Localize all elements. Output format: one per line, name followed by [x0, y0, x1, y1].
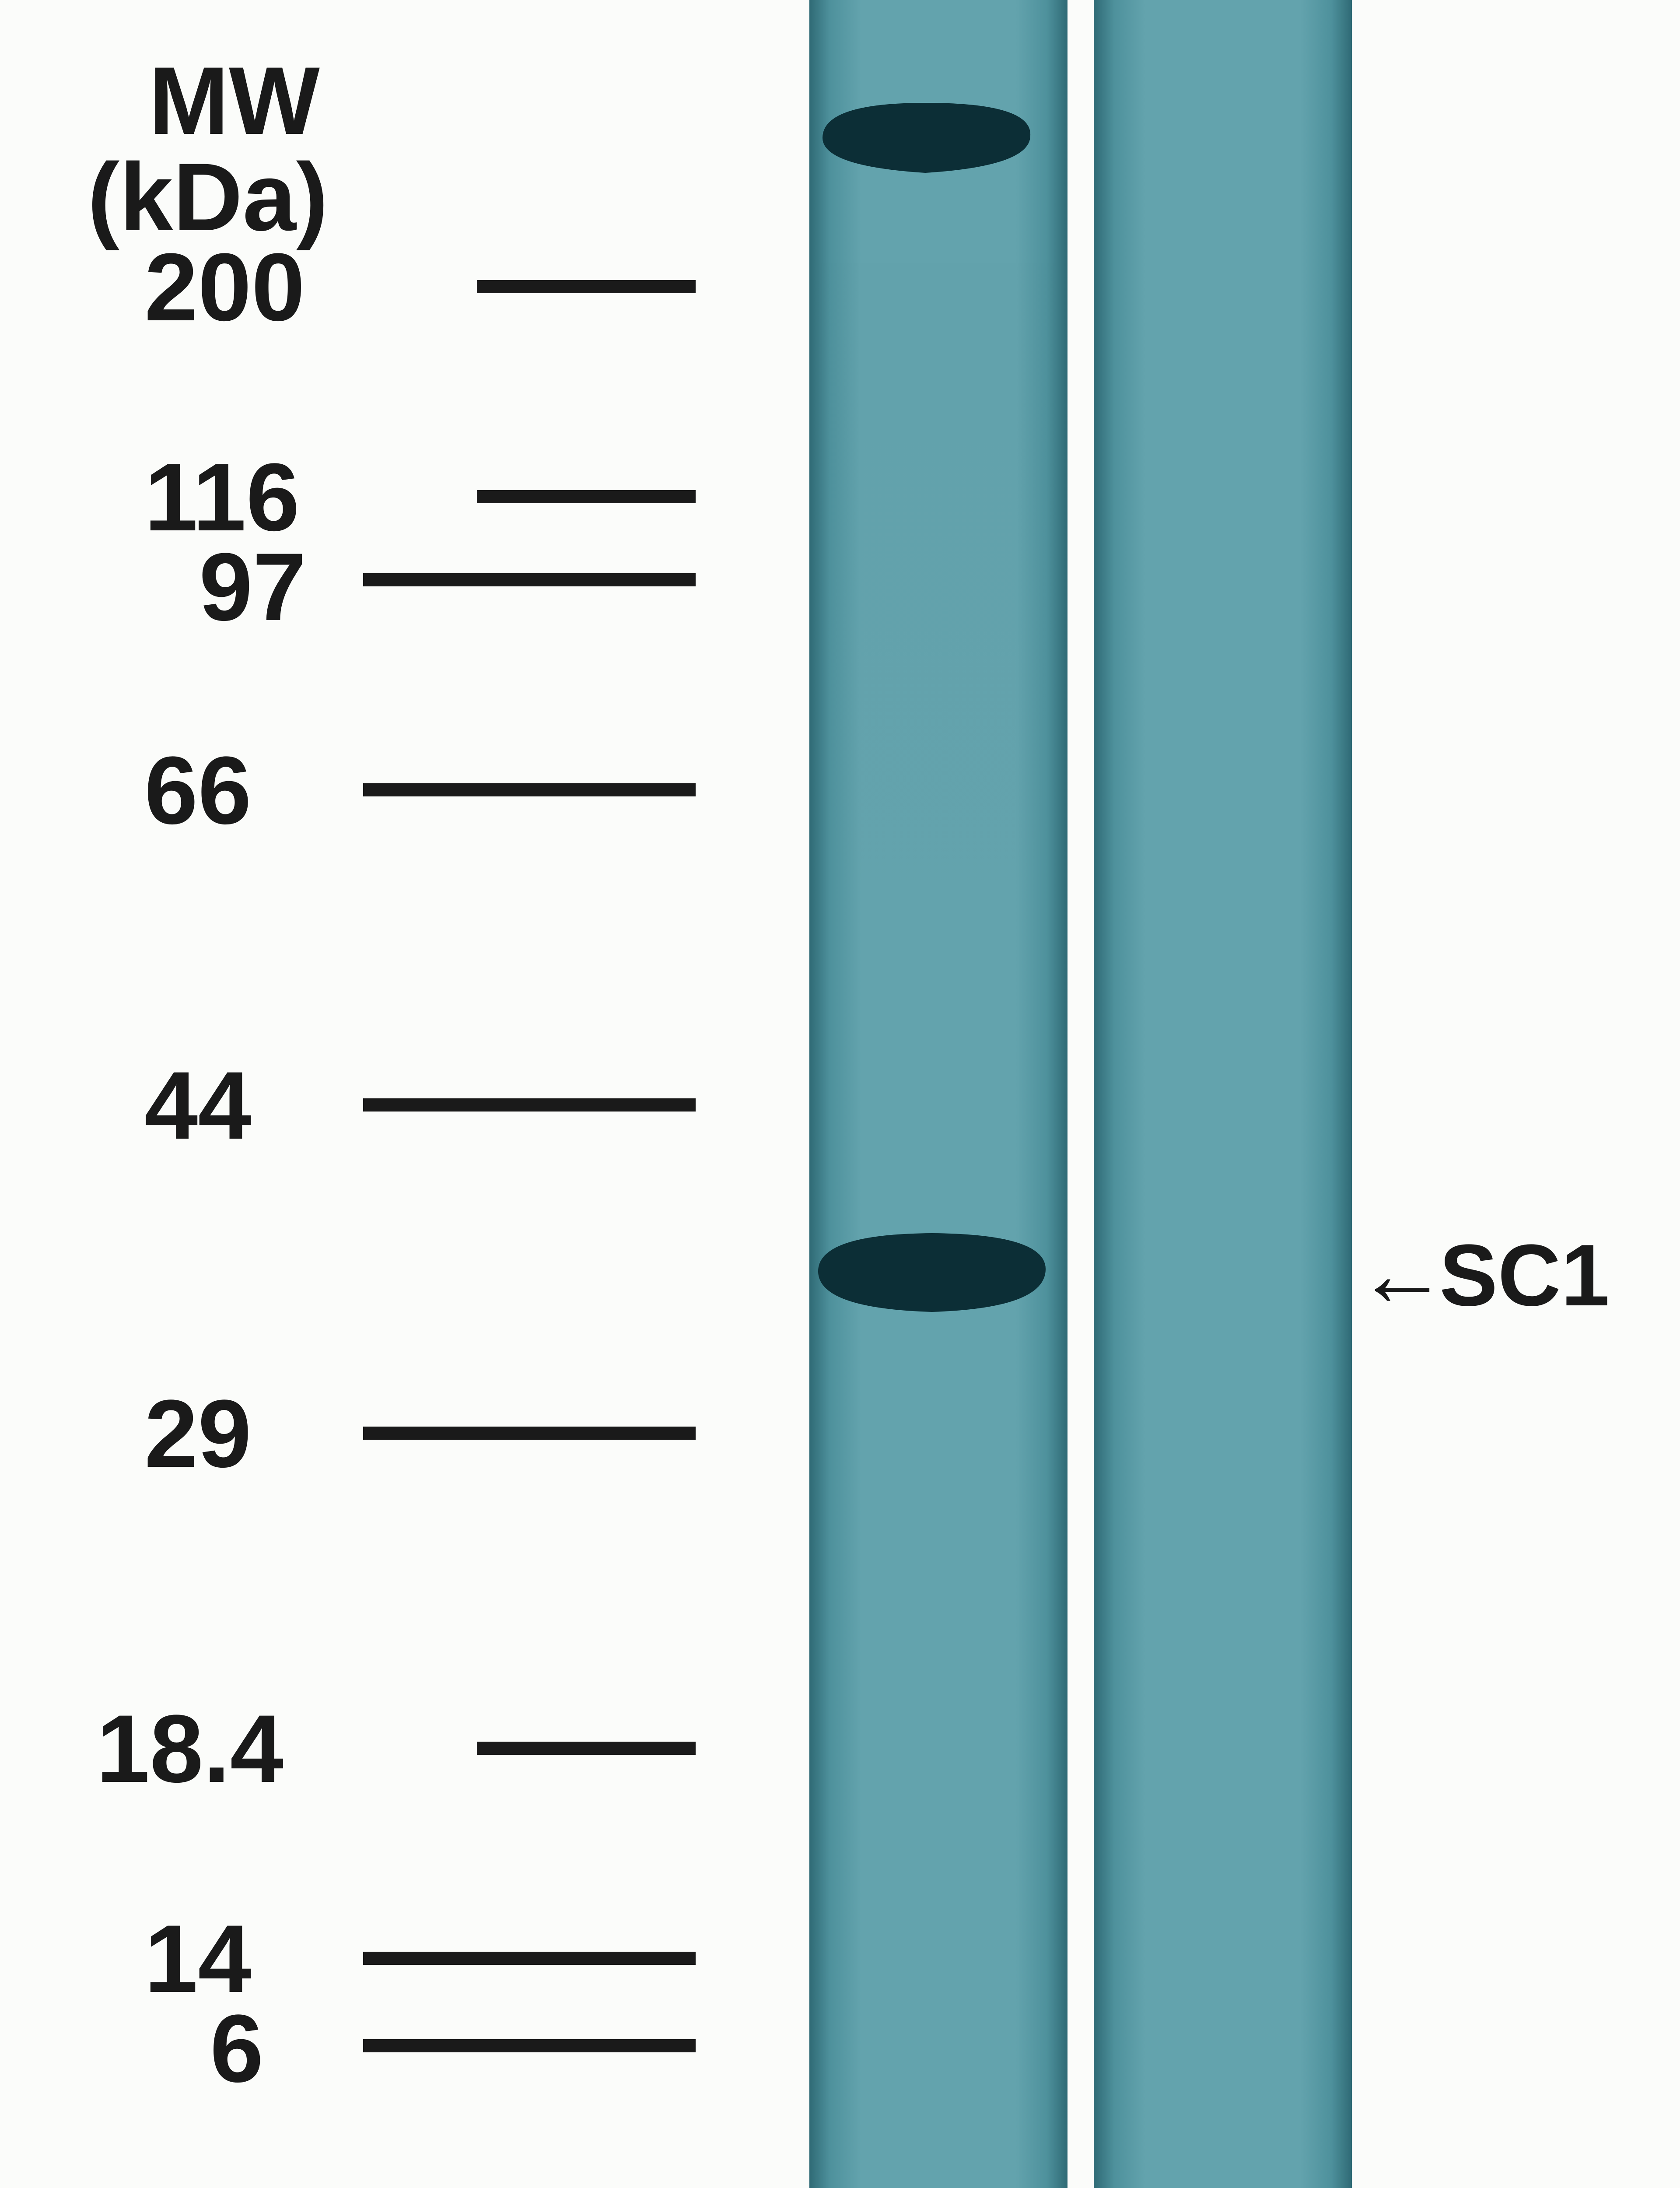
mw-header: MW	[149, 53, 320, 149]
marker-29: 29	[144, 1378, 252, 1489]
sc1-label: SC1	[1439, 1227, 1610, 1324]
marker-66-text: 66	[144, 736, 252, 844]
marker-44-tick	[363, 1098, 696, 1112]
marker-200-text: 200	[144, 233, 305, 341]
marker-18-4: 18.4	[96, 1694, 284, 1804]
marker-116-tick	[477, 490, 696, 503]
marker-18-4-text: 18.4	[96, 1695, 284, 1802]
marker-6-text: 6	[210, 1995, 263, 2102]
mw-text: MW	[149, 47, 320, 154]
blot-container: MW (kDa) 200 116 97 66 44 29 18.4 14 6 ←…	[0, 0, 1680, 2188]
band-upper	[818, 101, 1032, 175]
marker-14-tick	[363, 1952, 696, 1965]
lane-divider	[1068, 0, 1094, 2188]
marker-200-tick	[477, 280, 696, 293]
marker-44: 44	[144, 1050, 252, 1161]
band-sc1	[816, 1230, 1048, 1315]
marker-6: 6	[210, 1993, 263, 2104]
marker-29-text: 29	[144, 1380, 252, 1487]
lane-2	[1094, 0, 1352, 2188]
marker-200: 200	[144, 232, 305, 343]
marker-18-4-tick	[477, 1742, 696, 1755]
marker-29-tick	[363, 1427, 696, 1440]
kda-header: (kDa)	[88, 149, 328, 245]
marker-97-text: 97	[199, 533, 306, 641]
marker-97: 97	[199, 532, 306, 642]
marker-6-tick	[363, 2039, 696, 2052]
marker-66: 66	[144, 735, 252, 846]
marker-44-text: 44	[144, 1052, 252, 1159]
sc1-arrow: ←	[1356, 1222, 1439, 1325]
marker-97-tick	[363, 573, 696, 586]
sc1-annotation: ←SC1	[1356, 1221, 1610, 1327]
marker-66-tick	[363, 783, 696, 796]
lane1-smear-top	[818, 263, 1054, 1182]
